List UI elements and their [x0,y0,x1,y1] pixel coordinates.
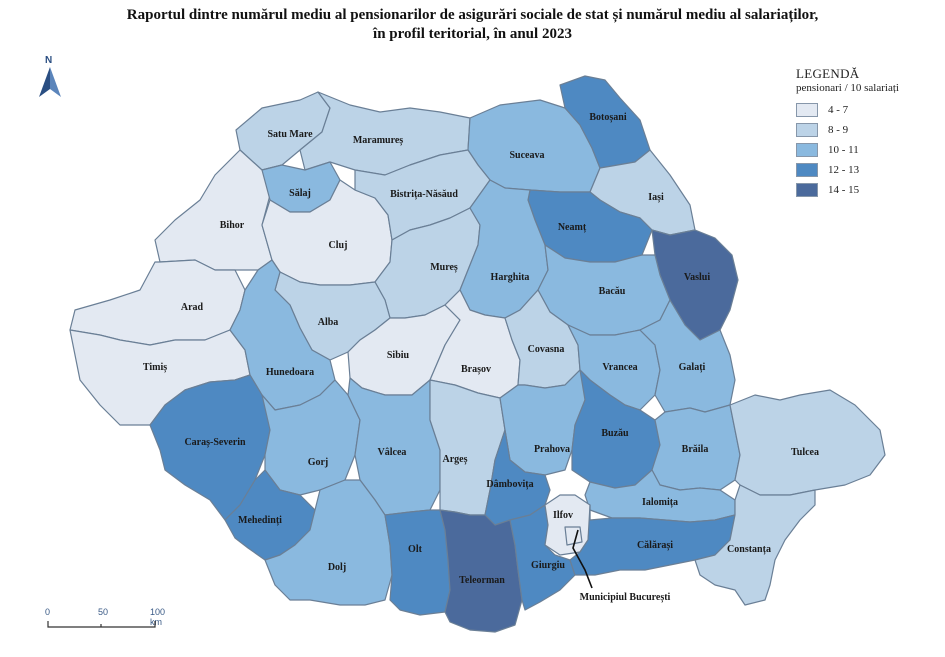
county-constanța [694,484,816,606]
title-line-1: Raportul dintre numărul mediu al pension… [126,7,819,23]
county-label: Neamț [558,222,587,233]
legend-title: LEGENDĂ [796,66,860,81]
legend-label: 12 - 13 [828,164,860,176]
county-label: Vrancea [602,362,637,373]
legend: LEGENDĂ pensionari / 10 salariați 4 - 7 … [796,66,936,200]
county-label: Satu Mare [267,129,313,140]
legend-item: 4 - 7 [796,100,936,120]
county-tulcea [729,389,886,496]
county-municipiul-bucurești [564,526,583,546]
legend-swatch [796,163,818,177]
county-label: Mehedinți [238,515,282,526]
county-label: Harghita [491,272,530,283]
north-arrow: N [35,55,65,100]
map-title: Raportul dintre numărul mediu al pension… [0,6,945,44]
legend-swatch [796,183,818,197]
north-label: N [45,55,53,66]
county-label: Alba [318,317,339,328]
legend-label: 8 - 9 [828,124,849,136]
county-label: Olt [408,544,423,555]
county-label: Constanța [727,544,771,555]
county-galați [639,299,736,413]
county-label: Sibiu [387,350,410,361]
legend-swatch [796,123,818,137]
county-label: Brașov [461,364,491,375]
county-label: Brăila [682,444,709,455]
legend-swatch [796,143,818,157]
county-label: Ialomița [642,497,678,508]
county-gorj [261,379,361,496]
county-label: Arad [181,302,204,313]
scale-bar: 0 50 100 km [40,607,170,637]
county-label: Teleorman [459,575,505,586]
county-label: Caraș-Severin [184,437,246,448]
county-label: Ilfov [553,510,573,521]
legend-item: 10 - 11 [796,140,936,160]
county-label: Buzău [601,428,629,439]
county-label: Suceava [510,150,545,161]
county-label: Bistrița-Năsăud [390,189,458,200]
county-label: Vaslui [684,272,711,283]
county-label: Hunedoara [266,367,314,378]
county-label: Giurgiu [531,560,565,571]
county-label: Dâmbovița [486,479,533,490]
county-label: Călărași [637,540,673,551]
legend-label: 10 - 11 [828,144,859,156]
county-label: Dolj [328,562,346,573]
title-line-2: în profil teritorial, în anul 2023 [373,26,572,42]
county-label: Bihor [220,220,245,231]
county-label: Gorj [308,457,329,468]
county-label: Maramureș [353,135,403,146]
county-label: Covasna [528,344,565,355]
county-label: Bacău [599,286,626,297]
legend-swatch [796,103,818,117]
county-label: Cluj [329,240,348,251]
county-teleorman [439,509,523,633]
legend-subtitle: pensionari / 10 salariați [796,82,899,94]
scale-label: 100 km [150,607,166,627]
county-label: Tulcea [791,447,819,458]
bucharest-pointer-line [572,529,593,589]
county-label: Botoșani [589,112,626,123]
legend-item: 8 - 9 [796,120,936,140]
county-label: Timiș [143,362,167,373]
county-olt [384,509,451,616]
county-label: Sălaj [289,188,311,199]
county-label: Iași [648,192,664,203]
legend-item: 14 - 15 [796,180,936,200]
county-label: Galați [679,362,706,373]
county-label: Municipiul București [580,592,671,603]
county-label: Prahova [534,444,570,455]
county-ilfov [544,494,591,556]
legend-label: 4 - 7 [828,104,849,116]
county-arad [69,259,246,346]
scale-label: 50 [98,607,109,617]
legend-label: 14 - 15 [828,184,860,196]
scale-label: 0 [45,607,51,617]
north-arrow-icon [39,67,61,97]
county-label: Argeș [443,454,468,465]
county-label: Vâlcea [378,447,407,458]
county-dolj [264,479,393,606]
county-label: Mureș [430,262,458,273]
legend-item: 12 - 13 [796,160,936,180]
